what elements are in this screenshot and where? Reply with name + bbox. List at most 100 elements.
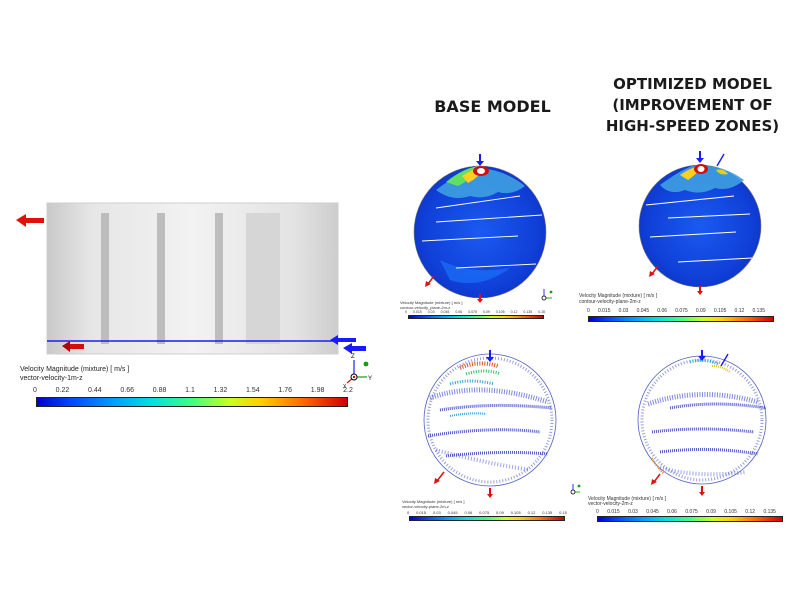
optimized-contour-legend-ticks: 0 0.015 0.03 0.045 0.06 0.075 0.09 0.105… <box>587 308 765 314</box>
base-vector-legend-title: Velocity Magnitude (mixture) [ m/s ] <box>402 499 465 504</box>
optimized-vector-tick: 0.12 <box>745 509 756 515</box>
optimized-vector-outlet-left-icon <box>651 473 661 485</box>
main-tick: 1.1 <box>185 387 195 394</box>
base-contour-legend-ticks: 0 0.015 0.03 0.045 0.06 0.075 0.09 0.105… <box>405 310 545 314</box>
axis-triad-icon <box>346 360 369 384</box>
base-vector-tick: 0 <box>407 510 410 515</box>
main-tick: 1.98 <box>310 387 325 394</box>
optimized-vector-tick: 0.09 <box>706 509 716 515</box>
base-vector-tick: 0.045 <box>447 510 458 515</box>
optimized-contour-tick: 0.105 <box>713 308 727 314</box>
optimized-vector-tick: 0.03 <box>628 509 638 515</box>
base-contour-tick: 0.045 <box>440 310 450 314</box>
main-tick: 2.2 <box>343 387 353 394</box>
main-tick: 0.66 <box>120 387 135 394</box>
main-legend-ticks: 0 0.22 0.44 0.66 0.88 1.1 1.32 1.54 1.76… <box>33 387 353 394</box>
main-tick: 0.22 <box>55 387 70 394</box>
main-colorbar <box>36 397 348 407</box>
optimized-contour-plot <box>638 151 762 295</box>
base-contour-legend-title: Velocity Magnitude (mixture) [ m/s ] <box>400 300 463 305</box>
base-contour-plot <box>413 154 547 303</box>
optimized-vector-inlet-arrow-icon <box>698 350 706 361</box>
base-contour-tick: 0.015 <box>412 310 422 314</box>
optimized-contour-tick: 0.015 <box>597 308 611 314</box>
base-contour-inlet-arrow-icon <box>476 154 484 166</box>
base-contour-tick: 0.03 <box>427 310 435 314</box>
optimized-vector-tick: 0.075 <box>685 509 698 515</box>
main-tick: 0 <box>33 387 37 394</box>
optimized-vector-legend-subtitle: vector-velocity-2m-z <box>588 501 633 507</box>
baffle-2 <box>157 213 165 344</box>
optimized-vector-legend-ticks: 0 0.015 0.03 0.045 0.06 0.075 0.09 0.105… <box>596 509 776 515</box>
base-contour-outlet-bottom-icon <box>477 294 483 303</box>
base-contour-tick: 0.09 <box>482 310 490 314</box>
base-model-heading: BASE MODEL <box>434 97 551 116</box>
optimized-vector-legend-title: Velocity Magnitude (mixture) [ m/s ] <box>588 496 667 502</box>
base-contour-outlet-left-icon <box>425 275 435 287</box>
optimized-contour-inlet-arrow-icon <box>696 151 704 163</box>
base-contour-tick: 0.075 <box>468 310 477 314</box>
main-tick: 0.88 <box>152 387 167 394</box>
optimized-vector-tick: 0 <box>596 509 599 515</box>
base-vector-outlet-left-icon <box>434 471 445 484</box>
base-contour-tick: 0.135 <box>523 310 533 314</box>
optimized-contour-tick: 0.12 <box>734 308 745 314</box>
base-contour-colorbar <box>408 315 544 319</box>
base-vector-tick: 0.12 <box>527 510 536 515</box>
base-contour-tick: 0.12 <box>510 310 518 314</box>
main-tick: 1.76 <box>278 387 293 394</box>
base-contour-legend-subtitle: contour-velocity_plane-2m-z <box>400 305 451 310</box>
axis-label-z: Z <box>351 354 355 360</box>
optimized-contour-legend-subtitle: contour-velocity-plane-2m-z <box>579 299 641 305</box>
optimized-contour-tick: 0.075 <box>675 308 688 314</box>
main-legend-subtitle: vector-velocity-1m-z <box>20 375 83 382</box>
baffle-3 <box>215 213 223 344</box>
optimized-contour-tick: 0.045 <box>636 308 650 314</box>
main-tick: 1.54 <box>246 387 260 394</box>
optimized-contour-legend-title: Velocity Magnitude (mixture) [ m/s ] <box>579 293 658 299</box>
outlet-arrow-left-icon <box>16 214 44 227</box>
axis-label-y: Y <box>368 376 372 382</box>
optimized-contour-tick: 0.03 <box>618 308 629 314</box>
base-contour-tick: 0.15 <box>538 310 545 314</box>
optimized-vector-tick: 0.045 <box>646 509 659 515</box>
base-vector-tick: 0.135 <box>542 510 553 515</box>
inlet-arrow-right-bottom-icon <box>343 343 366 354</box>
optimized-vector-inlet-angled-icon <box>720 353 729 367</box>
base-vector-tick: 0.09 <box>496 510 504 515</box>
optimized-contour-outlet-bottom-icon <box>697 286 703 295</box>
main-tick: 1.32 <box>213 387 228 394</box>
optimized-vector-outlet-bottom-icon <box>699 486 705 496</box>
base-vector-tick: 0.075 <box>479 510 490 515</box>
optimized-vector-colorbar <box>597 516 783 522</box>
inlet-arrow-right-top-icon <box>330 335 356 345</box>
base-contour-tick: 0.105 <box>495 310 505 314</box>
base-vector-tick: 0.15 <box>559 510 567 515</box>
optimized-vector-tick: 0.135 <box>763 509 776 515</box>
base-vector-plot <box>423 350 557 498</box>
optimized-model-heading: OPTIMIZED MODEL (IMPROVEMENT OF HIGH-SPE… <box>605 75 780 135</box>
base-vector-tick: 0.015 <box>416 510 427 515</box>
optimized-contour-tick: 0.135 <box>752 308 765 314</box>
base-vector-outlet-bottom-icon <box>487 488 493 498</box>
baffle-4 <box>246 213 280 344</box>
tank-body <box>46 202 339 355</box>
base-contour-tick: 0.06 <box>455 310 463 314</box>
main-tick: 0.44 <box>88 387 102 394</box>
optimized-contour-inlet-angled-icon <box>716 153 725 167</box>
base-vector-legend-ticks: 0 0.015 0.03 0.045 0.06 0.075 0.09 0.105… <box>407 510 567 515</box>
base-vector-colorbar <box>409 516 565 521</box>
base-vector-triad-icon <box>570 484 581 495</box>
base-vector-legend-subtitle: vector-velocity-plane-2m-z <box>402 504 449 509</box>
optimized-vector-plot <box>637 350 767 496</box>
optimized-vector-tick: 0.015 <box>607 509 620 515</box>
outlet-arrow-bottom-icon <box>62 341 84 352</box>
main-legend-title: Velocity Magnitude (mixture) [ m/s ] <box>20 366 130 373</box>
base-vector-tick: 0.06 <box>464 510 473 515</box>
baffle-1 <box>101 213 109 344</box>
optimized-contour-colorbar <box>588 316 774 322</box>
base-contour-triad-icon <box>541 289 553 301</box>
optimized-contour-tick: 0 <box>587 308 590 314</box>
optimized-contour-tick: 0.06 <box>657 308 668 314</box>
